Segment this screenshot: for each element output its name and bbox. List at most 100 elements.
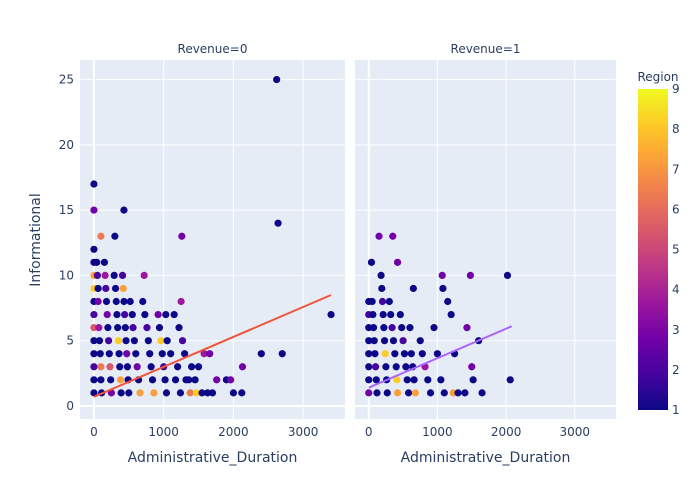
data-point [373,389,381,397]
data-point [95,324,103,332]
data-point [104,324,112,332]
data-point [125,389,133,397]
data-point [278,350,286,358]
data-point [444,297,452,306]
data-point [111,232,119,240]
data-point [97,232,105,240]
x-tick-label: 0 [90,425,98,439]
data-point [176,389,185,397]
data-point [129,324,137,332]
data-point [380,337,389,345]
x-axis-title: Administrative_Duration [128,450,298,466]
data-point [371,350,379,358]
data-point [377,271,385,279]
data-point [118,271,127,279]
data-point [403,376,411,384]
data-point [409,284,417,293]
data-point [391,350,399,358]
data-point [116,376,125,384]
data-point [426,389,435,397]
data-point [100,258,109,266]
data-point [387,310,395,319]
facet-title: Revenue=1 [451,42,521,56]
data-point [461,389,469,397]
data-point [389,337,398,345]
data-point [372,363,380,371]
data-point [185,376,193,384]
data-point [123,363,132,371]
data-point [144,337,152,345]
data-point [194,363,203,371]
x-tick-label: 3000 [288,425,319,439]
data-point [186,389,194,397]
data-point [117,389,125,397]
plot-background [355,60,616,419]
data-point [178,232,186,240]
data-point [411,389,420,397]
data-point [370,337,378,345]
data-point [141,310,149,319]
data-point [163,337,171,345]
data-point [368,297,376,306]
x-tick-labels: 0 1000 2000 3000 [365,425,590,439]
data-point [273,75,281,84]
data-point [150,389,158,397]
colorbar-tick-label: 5 [672,243,680,257]
data-point [430,324,438,332]
colorbar-tick-label: 3 [672,323,680,337]
data-point [96,350,104,358]
data-point [257,350,265,358]
trendline [368,325,512,389]
data-point [139,297,147,306]
data-point [122,337,130,345]
data-point [181,350,189,358]
data-point [95,337,104,345]
data-point [114,337,122,345]
colorbar-tick-label: 6 [672,202,680,216]
data-point [439,284,447,293]
data-point [438,271,446,279]
data-point [90,350,98,358]
colorbar-tick-label: 1 [672,403,680,417]
data-point [90,180,98,188]
gridlines [355,60,616,419]
data-point [111,284,120,293]
y-tick-label: 15 [59,203,74,217]
scatter-points [365,232,514,397]
data-point [161,376,169,384]
data-point [128,310,136,319]
data-point [146,350,154,358]
y-tick-label: 0 [66,399,74,413]
data-point [90,206,98,214]
data-point [162,310,170,319]
data-point [155,324,164,332]
data-point [383,389,391,397]
panel-revenue-0: Revenue=0 0 1000 2000 3000 Administrative_D… [80,42,345,466]
data-point [227,376,235,384]
data-point [469,376,477,384]
data-point [365,350,373,358]
data-point [393,376,401,384]
plot-background [80,60,345,419]
data-point [167,350,175,358]
data-point [372,376,380,384]
data-point [379,310,387,319]
data-point [101,271,109,279]
colorbar-tick-label: 9 [672,82,680,96]
x-tick-label: 2000 [218,425,249,439]
data-point [506,376,514,384]
data-point [126,297,134,306]
data-point [162,389,171,397]
data-point [206,350,214,358]
data-point [102,297,111,306]
data-point [107,376,115,384]
data-point [104,337,113,345]
data-point [238,363,247,371]
data-point [191,376,199,384]
data-point [407,350,415,358]
data-point [378,284,386,293]
data-point [90,389,98,397]
trendline [93,294,332,398]
panel-revenue-1: Revenue=1 0 1000 2000 3000 Administrative_D… [355,42,616,466]
